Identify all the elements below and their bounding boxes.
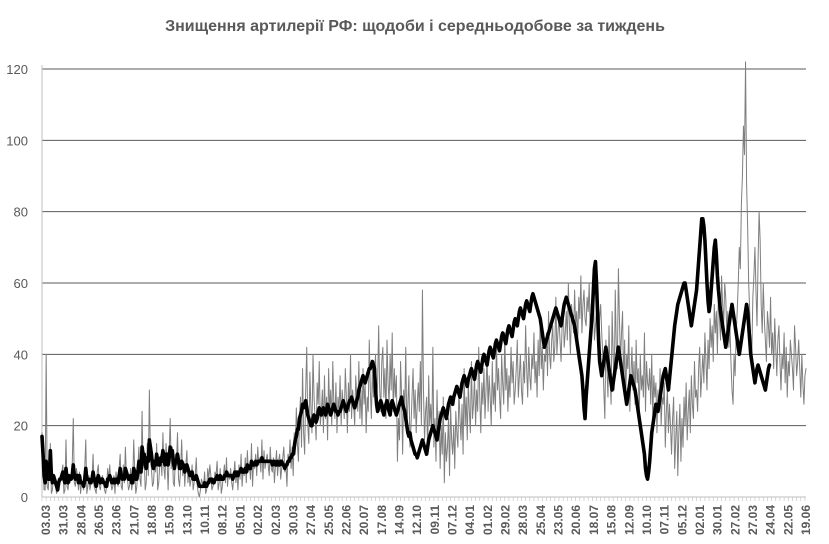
x-tick-label: 05.12 (675, 505, 689, 535)
x-tick-label: 22.05 (781, 505, 795, 535)
x-tick-label: 26.05 (92, 505, 106, 535)
y-tick-label: 80 (14, 205, 28, 220)
x-tick-label: 29.02 (499, 505, 513, 535)
x-tick-label: 10.11 (198, 505, 212, 535)
x-tick-label: 28.03 (516, 505, 530, 535)
x-tick-label: 07.12 (446, 505, 460, 535)
x-tick-label: 24.04 (764, 505, 778, 535)
daily-values-line (41, 61, 807, 498)
x-tick-label: 12.10 (410, 505, 424, 535)
x-tick-label: 04.01 (463, 505, 477, 535)
y-tick-label: 20 (14, 419, 28, 434)
x-tick-label: 30.03 (286, 505, 300, 535)
x-tick-label: 07.11 (658, 505, 672, 535)
y-tick-label: 40 (14, 347, 28, 362)
x-tick-label: 03.03 (39, 505, 53, 535)
x-tick-label: 12.09 (622, 505, 636, 535)
x-tick-label: 02.01 (693, 505, 707, 535)
weekly-average-line (40, 217, 772, 492)
x-tick-label: 27.04 (304, 505, 318, 535)
x-tick-label: 27.03 (746, 505, 760, 535)
x-tick-label: 15.09 (163, 505, 177, 535)
y-tick-label: 120 (6, 62, 28, 77)
y-tick-label: 0 (21, 490, 28, 505)
x-tick-label: 28.04 (74, 505, 88, 535)
x-tick-label: 02.02 (251, 505, 265, 535)
x-tick-label: 23.05 (552, 505, 566, 535)
x-axis: 03.03 31.03 28.04 26.05 23.06 21.07 18.08 15.09… (39, 496, 813, 535)
series-layer (40, 61, 807, 498)
x-tick-label: 08.12 (216, 505, 230, 535)
x-tick-label: 27.02 (728, 505, 742, 535)
x-tick-label: 05.01 (233, 505, 247, 535)
x-tick-label: 20.06 (569, 505, 583, 535)
x-tick-label: 13.10 (180, 505, 194, 535)
x-tick-label: 19.06 (799, 505, 813, 535)
x-tick-label: 18.08 (145, 505, 159, 535)
x-tick-label: 15.08 (605, 505, 619, 535)
x-tick-label: 30.01 (711, 505, 725, 535)
x-tick-label: 17.08 (375, 505, 389, 535)
x-tick-label: 10.10 (640, 505, 654, 535)
gridlines (42, 68, 806, 427)
x-tick-label: 22.06 (339, 505, 353, 535)
x-tick-label: 23.06 (110, 505, 124, 535)
chart-title: Знищення артилерії РФ: щодоби і середньо… (165, 18, 665, 35)
x-tick-label: 21.07 (127, 505, 141, 535)
y-tick-label: 100 (6, 133, 28, 148)
x-tick-label: 02.03 (269, 505, 283, 535)
x-tick-label: 25.05 (322, 505, 336, 535)
x-tick-label: 20.07 (357, 505, 371, 535)
x-tick-label: 18.07 (587, 505, 601, 535)
x-tick-label: 25.04 (534, 505, 548, 535)
x-tick-label: 31.03 (57, 505, 71, 535)
y-tick-label: 60 (14, 276, 28, 291)
x-tick-label: 09.11 (428, 505, 442, 535)
y-axis: 0 20 40 60 80 100 120 (6, 62, 43, 505)
x-tick-label: 01.02 (481, 505, 495, 535)
x-tick-label: 14.09 (392, 505, 406, 535)
